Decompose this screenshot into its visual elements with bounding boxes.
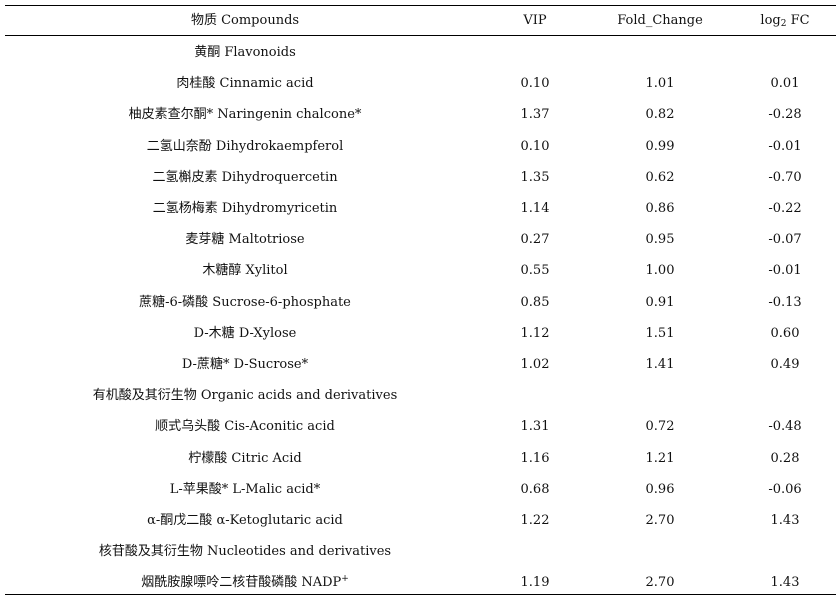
compound-name: 二氢槲皮素 Dihydroquercetin (152, 169, 338, 185)
log2fc-value: -0.13 (768, 294, 802, 310)
log2fc-value: -0.06 (768, 481, 802, 497)
table-row: 二氢山奈酚 Dihydrokaempferol 0.10 0.99 -0.01 (5, 131, 836, 162)
group-label: 黄酮 Flavonoids (194, 45, 296, 60)
table-bottom-rule (5, 594, 836, 595)
header-compound: 物质 Compounds (190, 13, 300, 28)
log2fc-value: 0.60 (770, 325, 800, 341)
header-vip: VIP (523, 13, 547, 28)
fold-change-value: 0.62 (645, 169, 675, 185)
group-label: 核苷酸及其衍生物 Nucleotides and derivatives (98, 544, 392, 560)
fold-change-value: 1.01 (645, 76, 675, 92)
vip-value: 1.31 (520, 419, 550, 435)
vip-value: 1.12 (520, 325, 550, 341)
compound-name: 柠檬酸 Citric Acid (188, 450, 302, 466)
table-row: 烟酰胺腺嘌呤二核苷酸磷酸 NADP+ 1.19 2.70 1.43 (5, 567, 836, 598)
fold-change-value: 0.82 (645, 107, 675, 123)
log2fc-value: -0.07 (768, 232, 802, 248)
table-row: 木糖醇 Xylitol 0.55 1.00 -0.01 (5, 255, 836, 286)
table-header-rule (5, 35, 836, 36)
log2fc-value: 1.43 (770, 513, 800, 528)
fold-change-value: 1.21 (645, 450, 675, 466)
table-row: 肉桂酸 Cinnamic acid 0.10 1.01 0.01 (5, 68, 836, 99)
table-row: 柚皮素查尔酮* Naringenin chalcone* 1.37 0.82 -0.2… (5, 99, 836, 130)
fold-change-value: 1.51 (645, 325, 675, 341)
compound-name: 柚皮素查尔酮* Naringenin chalcone* (128, 107, 362, 123)
vip-value: 1.19 (520, 575, 550, 591)
compound-name: 肉桂酸 Cinnamic acid (176, 76, 314, 92)
compound-name: D-木糖 D-Xylose (193, 325, 297, 341)
table-row: 柠檬酸 Citric Acid 1.16 1.21 0.28 (5, 443, 836, 474)
vip-value: 1.35 (520, 169, 550, 185)
table-row: D-木糖 D-Xylose 1.12 1.51 0.60 (5, 318, 836, 349)
fold-change-value: 0.72 (645, 419, 675, 435)
table-row: L-苹果酸* L-Malic acid* 0.68 0.96 -0.06 (5, 474, 836, 505)
fold-change-value: 0.95 (645, 232, 675, 248)
table-row: 二氢槲皮素 Dihydroquercetin 1.35 0.62 -0.70 (5, 162, 836, 193)
fold-change-value: 0.99 (645, 138, 675, 154)
compound-name: α-酮戊二酸 α-Ketoglutaric acid (147, 513, 343, 528)
table-row: 二氢杨梅素 Dihydromyricetin 1.14 0.86 -0.22 (5, 193, 836, 224)
vip-value: 1.16 (520, 450, 550, 466)
log2fc-value: -0.70 (768, 169, 802, 185)
group-header-row: 黄酮 Flavonoids (5, 37, 836, 68)
log2fc-value: -0.28 (768, 107, 802, 123)
compound-name: 烟酰胺腺嘌呤二核苷酸磷酸 NADP+ (141, 574, 349, 591)
log2fc-value: 0.28 (770, 450, 800, 466)
log2fc-value: 1.43 (770, 575, 800, 591)
group-label: 有机酸及其衍生物 Organic acids and derivatives (92, 388, 398, 404)
fold-change-value: 0.91 (645, 294, 675, 310)
compound-name: 蔗糖-6-磷酸 Sucrose-6-phosphate (139, 294, 351, 310)
log2fc-value: -0.01 (768, 263, 802, 279)
vip-value: 1.14 (520, 201, 550, 216)
vip-value: 0.85 (520, 294, 550, 310)
compound-name: 顺式乌头酸 Cis-Aconitic acid (155, 419, 335, 435)
log2fc-value: -0.22 (768, 201, 802, 216)
log2fc-value: 0.01 (770, 76, 800, 92)
log2fc-value: -0.01 (768, 138, 802, 154)
vip-value: 1.37 (520, 107, 550, 123)
table-top-rule (5, 5, 836, 6)
header-log2fc: log2 FC (760, 13, 810, 29)
compound-name: L-苹果酸* L-Malic acid* (169, 481, 321, 497)
group-header-row: 核苷酸及其衍生物 Nucleotides and derivatives (5, 536, 836, 567)
table-row: α-酮戊二酸 α-Ketoglutaric acid 1.22 2.70 1.43 (5, 505, 836, 536)
compound-name: 麦芽糖 Maltotriose (185, 232, 305, 248)
vip-value: 0.68 (520, 481, 550, 497)
vip-value: 0.27 (520, 232, 550, 248)
compound-name: 二氢杨梅素 Dihydromyricetin (152, 201, 338, 216)
compound-name: 二氢山奈酚 Dihydrokaempferol (146, 138, 344, 154)
table-row: 蔗糖-6-磷酸 Sucrose-6-phosphate 0.85 0.91 -0.13 (5, 287, 836, 318)
header-fold-change: Fold_Change (617, 13, 703, 28)
fold-change-value: 2.70 (645, 575, 675, 591)
table-row: 顺式乌头酸 Cis-Aconitic acid 1.31 0.72 -0.48 (5, 411, 836, 442)
log2fc-value: -0.48 (768, 419, 802, 435)
vip-value: 0.55 (520, 263, 550, 279)
fold-change-value: 0.86 (645, 201, 675, 216)
table-row: D-蔗糖* D-Sucrose* 1.02 1.41 0.49 (5, 349, 836, 380)
fold-change-value: 0.96 (645, 481, 675, 497)
fold-change-value: 2.70 (645, 513, 675, 528)
table-header-row: 物质 Compounds VIP Fold_Change log2 FC (5, 5, 836, 36)
compound-name: 木糖醇 Xylitol (202, 263, 288, 279)
compound-name: D-蔗糖* D-Sucrose* (181, 357, 309, 372)
group-header-row: 有机酸及其衍生物 Organic acids and derivatives (5, 380, 836, 411)
vip-value: 1.22 (520, 513, 550, 528)
fold-change-value: 1.41 (645, 357, 675, 372)
table-row: 麦芽糖 Maltotriose 0.27 0.95 -0.07 (5, 224, 836, 255)
log2fc-value: 0.49 (770, 357, 800, 372)
vip-value: 0.10 (520, 76, 550, 92)
vip-value: 0.10 (520, 138, 550, 154)
fold-change-value: 1.00 (645, 263, 675, 279)
vip-value: 1.02 (520, 357, 550, 372)
